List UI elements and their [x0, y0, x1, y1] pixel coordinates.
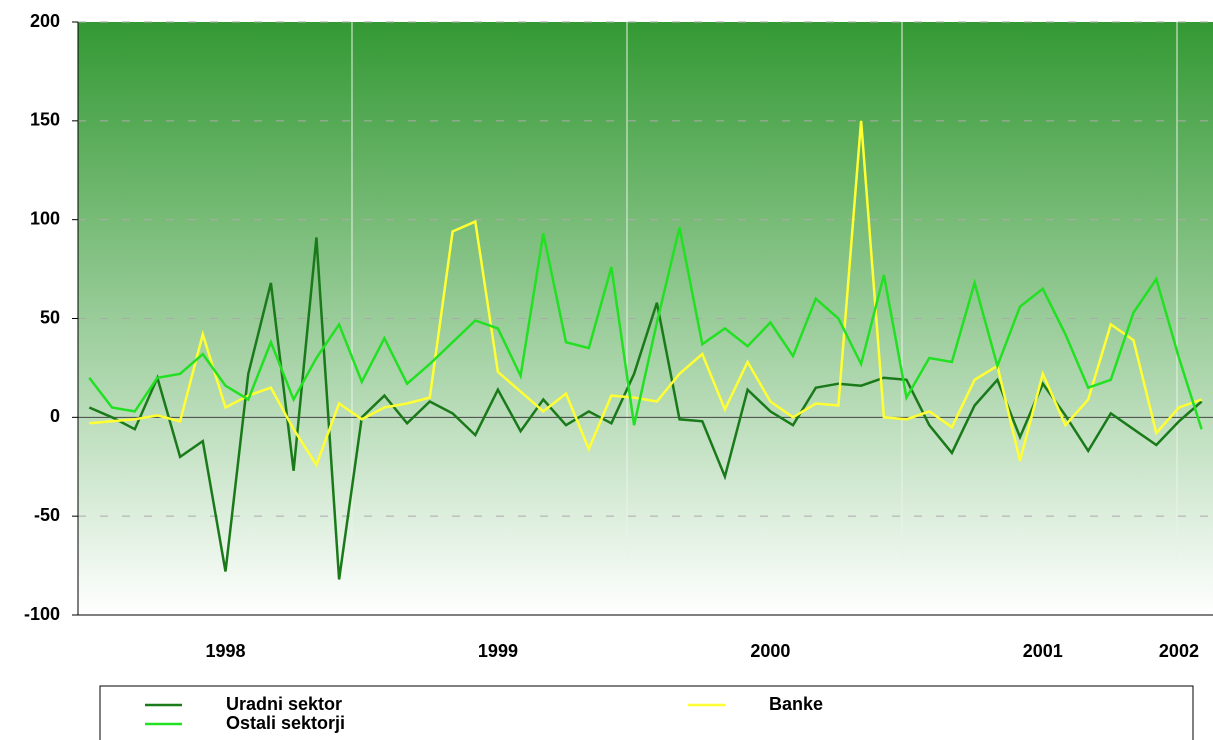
series-line — [88, 237, 1203, 580]
legend-label: Ostali sektorji — [226, 713, 345, 733]
series-line — [88, 227, 1203, 430]
y-tick-label: 100 — [30, 208, 60, 228]
y-tick-label: 50 — [40, 307, 60, 327]
x-tick-label: 1999 — [478, 641, 518, 661]
y-tick-label: 150 — [30, 110, 60, 130]
x-tick-label: 2002 — [1159, 641, 1199, 661]
plot-area — [78, 22, 1213, 615]
y-tick-label: 200 — [30, 11, 60, 31]
legend-box — [99, 685, 1194, 740]
x-tick-label: 2000 — [750, 641, 790, 661]
legend-label: Banke — [769, 694, 823, 714]
y-tick-label: -100 — [24, 604, 60, 624]
x-tick-label: 1998 — [206, 641, 246, 661]
y-tick-label: -50 — [34, 505, 60, 525]
x-tick-label: 2001 — [1023, 641, 1063, 661]
series-line — [89, 120, 1203, 468]
y-tick-label: 0 — [50, 406, 60, 426]
legend-label: Uradni sektor — [226, 694, 342, 714]
